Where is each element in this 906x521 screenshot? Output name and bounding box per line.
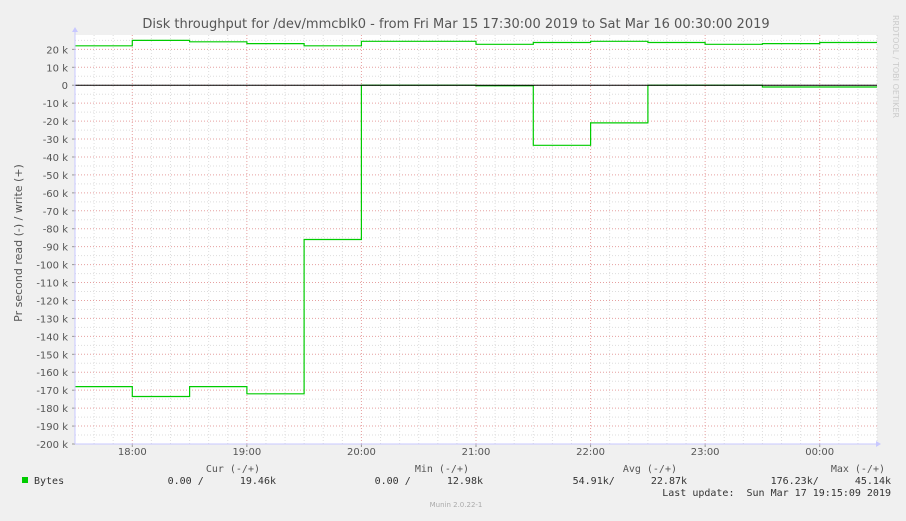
last-update-text: Last update: Sun Mar 17 19:15:09 2019 xyxy=(662,488,891,499)
y-tick-label: -40 k xyxy=(43,153,69,164)
grid-layer xyxy=(74,35,878,445)
legend-value-avg: 54.91k/ 22.87k xyxy=(573,476,687,487)
y-axis-arrow xyxy=(72,27,78,32)
y-tick-label: -50 k xyxy=(43,171,69,182)
y-tick-label: -120 k xyxy=(36,296,68,307)
x-tick-label: 19:00 xyxy=(232,447,261,458)
axis-layer xyxy=(72,27,881,447)
rrdtool-credit: RRDTOOL / TOBI OETIKER xyxy=(891,15,900,118)
y-tick-label: -20 k xyxy=(43,117,69,128)
x-tick-label: 22:00 xyxy=(576,447,605,458)
x-tick-labels: 18:00 19:00 20:00 21:00 22:00 23:00 00:00 xyxy=(118,444,834,458)
x-tick-label: 20:00 xyxy=(347,447,376,458)
y-tick-label: -10 k xyxy=(43,99,69,110)
y-tick-label: -90 k xyxy=(43,243,69,254)
x-axis-arrow xyxy=(876,441,881,447)
y-tick-label: 20 k xyxy=(46,45,68,56)
x-tick-label: 23:00 xyxy=(691,447,720,458)
y-tick-label: -190 k xyxy=(36,422,68,433)
y-tick-label: -180 k xyxy=(36,404,68,415)
y-tick-label: -130 k xyxy=(36,314,68,325)
legend-value-min: 0.00 / 12.98k xyxy=(375,476,483,487)
y-tick-label: -70 k xyxy=(43,207,69,218)
y-tick-label: -60 k xyxy=(43,189,69,200)
series-line-write xyxy=(75,39,877,47)
legend-header-cur: Cur (-/+) xyxy=(206,464,260,475)
y-tick-label: -160 k xyxy=(36,368,68,379)
legend-header-avg: Avg (-/+) xyxy=(623,464,677,475)
y-tick-label: -140 k xyxy=(36,332,68,343)
y-tick-label: -200 k xyxy=(36,440,68,451)
y-tick-label: -170 k xyxy=(36,386,68,397)
y-tick-label: 10 k xyxy=(46,63,68,74)
y-tick-label: -150 k xyxy=(36,350,68,361)
y-tick-label: -100 k xyxy=(36,261,68,272)
x-tick-label: 00:00 xyxy=(805,447,834,458)
x-tick-label: 21:00 xyxy=(462,447,491,458)
legend-swatch-bytes xyxy=(22,477,28,483)
chart-title: Disk throughput for /dev/mmcblk0 - from … xyxy=(142,17,769,32)
y-tick-labels: 20 k 10 k 0 -10 k -20 k -30 k -40 k -50 k -60 k -… xyxy=(36,45,75,451)
y-tick-label: 0 xyxy=(62,81,68,92)
y-tick-label: -80 k xyxy=(43,225,69,236)
legend-series-name: Bytes xyxy=(34,476,64,487)
x-tick-label: 18:00 xyxy=(118,447,147,458)
y-axis-label: Pr second read (-) / write (+) xyxy=(12,164,25,322)
legend-value-max: 176.23k/ 45.14k xyxy=(771,476,891,487)
legend-header-max: Max (-/+) xyxy=(831,464,885,475)
legend-header-min: Min (-/+) xyxy=(415,464,469,475)
legend-value-cur: 0.00 / 19.46k xyxy=(168,476,276,487)
legend: Cur (-/+) Min (-/+) Avg (-/+) Max (-/+) … xyxy=(22,464,891,499)
y-tick-label: -110 k xyxy=(36,279,68,290)
munin-version: Munin 2.0.22-1 xyxy=(430,501,483,509)
y-tick-label: -30 k xyxy=(43,135,69,146)
